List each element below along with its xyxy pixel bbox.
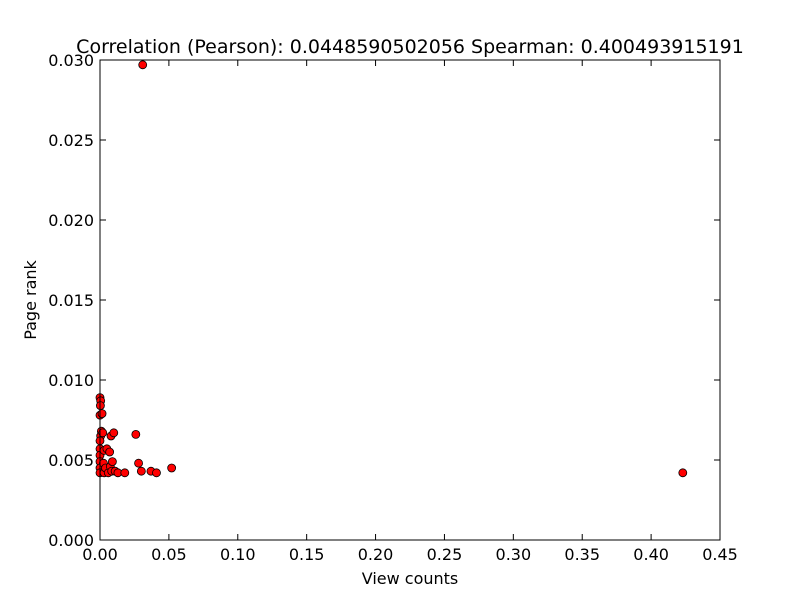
x-tick-label: 0.30 bbox=[496, 545, 532, 564]
plot-area bbox=[100, 60, 720, 540]
data-point bbox=[97, 409, 107, 419]
x-tick-label: 0.00 bbox=[82, 545, 118, 564]
x-tick-label: 0.45 bbox=[702, 545, 738, 564]
data-point bbox=[138, 60, 148, 70]
x-tick-label: 0.25 bbox=[427, 545, 463, 564]
axis-tick-labels: 0.00 0.05 0.10 0.15 0.20 0.25 0.30 0.35 0.40 0.45… bbox=[48, 51, 738, 564]
y-tick-label: 0.020 bbox=[48, 211, 94, 230]
data-point bbox=[105, 447, 115, 457]
plot-frame bbox=[99, 59, 721, 541]
data-point bbox=[131, 429, 141, 439]
x-tick-label: 0.20 bbox=[358, 545, 394, 564]
data-point bbox=[98, 428, 108, 438]
x-tick-label: 0.10 bbox=[220, 545, 256, 564]
x-tick-label: 0.40 bbox=[633, 545, 669, 564]
data-point bbox=[120, 468, 130, 478]
data-point bbox=[152, 468, 161, 478]
data-point bbox=[108, 457, 117, 467]
y-tick-label: 0.030 bbox=[48, 51, 94, 70]
y-tick-label: 0.025 bbox=[48, 131, 94, 150]
y-axis-label: Page rank bbox=[21, 259, 40, 339]
x-tick-label: 0.35 bbox=[564, 545, 600, 564]
x-tick-label: 0.15 bbox=[289, 545, 325, 564]
y-tick-label: 0.000 bbox=[48, 531, 94, 550]
data-point bbox=[134, 458, 143, 468]
data-point bbox=[167, 463, 177, 473]
x-tick-label: 0.05 bbox=[151, 545, 187, 564]
chart-title: Correlation (Pearson): 0.0448590502056 S… bbox=[76, 36, 744, 58]
x-axis-label: View counts bbox=[362, 569, 459, 588]
data-point bbox=[136, 466, 146, 476]
y-tick-label: 0.015 bbox=[48, 291, 94, 310]
data-point bbox=[109, 428, 119, 438]
y-tick-label: 0.005 bbox=[48, 451, 94, 470]
y-tick-label: 0.010 bbox=[48, 371, 94, 390]
data-point bbox=[678, 468, 688, 478]
